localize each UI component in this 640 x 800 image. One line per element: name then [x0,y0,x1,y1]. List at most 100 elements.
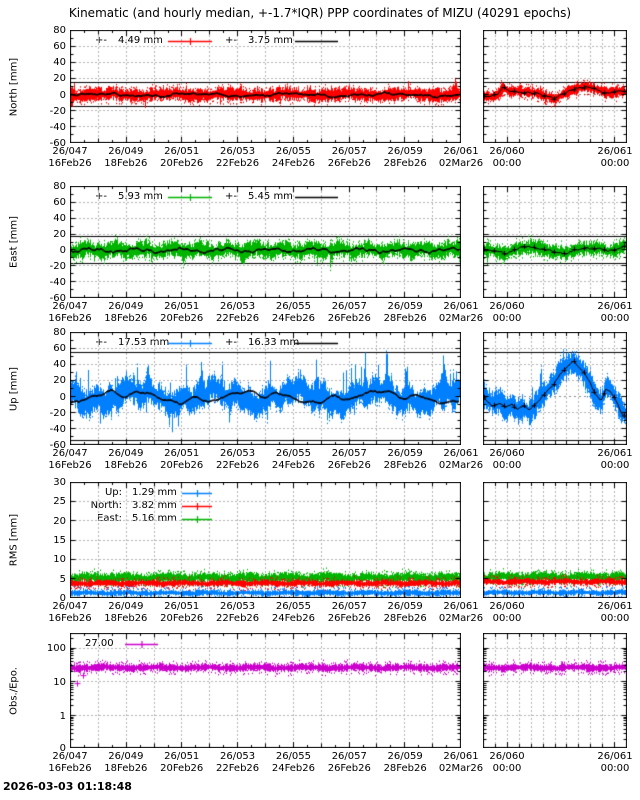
up-x-tick-date: 20Feb26 [160,460,204,471]
rms-zoom-plot [483,482,627,598]
up-y-tick-label: 0 [59,391,66,403]
north-x-tick-day-zoom: 26/060 [489,146,525,157]
east-x-tick-day: 26/057 [331,301,367,312]
north-zoom-plot [483,30,627,143]
rms-y-tick-label: 25 [53,496,66,508]
rms-x-tick-date: 28Feb26 [383,613,427,624]
east-axis-title: East [mm] [8,215,20,269]
north-x-tick-date: 20Feb26 [160,158,204,169]
rms-x-tick-day: 26/049 [108,601,144,612]
rms-x-tick-date: 26Feb26 [327,613,371,624]
up-x-tick-time-zoom: 00:00 [492,460,522,471]
up-x-tick-day: 26/057 [331,448,367,459]
up-y-tick-label: 20 [53,375,66,387]
rms-axis-title: RMS [mm] [8,513,20,567]
up-x-tick-day: 26/055 [275,448,312,459]
up-y-tick-label: -40 [49,423,66,435]
obs-x-tick-date: 16Feb26 [48,763,92,774]
east-y-tick-label: -20 [49,261,66,272]
east-y-tick-label: -60 [49,293,66,304]
east-x-tick-day-zoom: 26/061 [597,301,633,312]
obs-y-tick-label: 0 [59,743,66,754]
east-x-tick-day: 26/051 [164,301,200,312]
east-x-tick-date: 16Feb26 [48,313,92,324]
east-zoom-plot [483,186,627,298]
rms-y-tick-label: 15 [53,535,66,546]
east-x-tick-day: 26/047 [52,301,88,312]
east-y-tick-label: 20 [53,229,66,240]
up-axis-title: Up [mm] [8,366,20,411]
north-x-tick-time-zoom: 00:00 [600,158,630,169]
east-x-tick-date: 26Feb26 [327,313,371,324]
rms-x-tick-day: 26/057 [331,601,367,612]
obs-x-tick-day: 26/049 [108,751,144,762]
north-x-tick-date: 24Feb26 [271,158,315,169]
east-y-tick-label: 40 [53,213,66,224]
north-y-tick-label: -40 [49,121,66,133]
obs-axis-title: Obs./Epo. [8,666,20,715]
north-x-tick-day: 26/061 [443,146,479,157]
up-x-tick-date: 02Mar26 [438,460,484,471]
east-x-tick-day: 26/053 [219,301,256,312]
obs-x-tick-date: 02Mar26 [438,763,484,774]
east-x-tick-date: 24Feb26 [271,313,315,324]
up-x-tick-day: 26/053 [219,448,256,459]
north-x-tick-date: 02Mar26 [438,158,484,169]
up-x-tick-day: 26/059 [387,448,423,459]
obs-zoom-plot [483,633,627,748]
north-x-tick-day: 26/047 [52,146,88,157]
rms-x-tick-day-zoom: 26/060 [489,601,525,612]
north-x-tick-day: 26/055 [275,146,312,157]
east-x-tick-day: 26/055 [275,301,312,312]
obs-x-tick-date: 26Feb26 [327,763,371,774]
east-x-tick-day: 26/059 [387,301,423,312]
obs-y-tick-label: 100 [46,642,66,654]
north-x-tick-day: 26/059 [387,146,423,157]
obs-x-tick-date: 28Feb26 [383,763,427,774]
north-x-tick-date: 22Feb26 [215,158,260,169]
page-title: Kinematic (and hourly median, +-1.7*IQR)… [68,6,572,20]
east-x-tick-date: 02Mar26 [438,313,484,324]
up-x-tick-day-zoom: 26/061 [597,448,633,459]
north-main-plot [70,30,461,143]
obs-x-tick-day: 26/051 [164,751,200,762]
rms-x-tick-day: 26/053 [219,601,256,612]
obs-x-tick-time-zoom: 00:00 [600,763,630,774]
north-y-tick-label: 20 [53,73,66,85]
north-x-tick-day: 26/051 [164,146,200,157]
up-x-tick-date: 28Feb26 [383,460,427,471]
north-x-tick-time-zoom: 00:00 [492,158,522,169]
north-y-tick-label: -60 [49,138,66,149]
north-y-tick-label: 60 [53,41,66,53]
up-y-tick-label: -20 [49,407,66,419]
north-x-tick-date: 26Feb26 [327,158,371,169]
obs-x-tick-day: 26/053 [219,751,256,762]
obs-main-plot [70,633,461,748]
obs-x-tick-day: 26/047 [52,751,88,762]
rms-x-tick-day: 26/061 [443,601,479,612]
north-y-tick-label: 0 [59,89,66,101]
north-x-tick-day-zoom: 26/061 [597,146,633,157]
north-x-tick-day: 26/049 [108,146,144,157]
north-x-tick-date: 16Feb26 [48,158,92,169]
east-x-tick-day: 26/049 [108,301,144,312]
up-x-tick-date: 18Feb26 [104,460,148,471]
up-x-tick-day: 26/051 [164,448,200,459]
rms-main-plot [70,482,461,598]
up-x-tick-date: 22Feb26 [215,460,260,471]
rms-x-tick-day-zoom: 26/061 [597,601,633,612]
rms-y-tick-label: 20 [53,515,66,527]
up-y-tick-label: 40 [53,359,66,371]
north-y-tick-label: -20 [49,105,66,117]
up-x-tick-date: 24Feb26 [271,460,315,471]
obs-x-tick-date: 22Feb26 [215,763,260,774]
east-main-plot [70,186,461,298]
up-x-tick-day: 26/049 [108,448,144,459]
rms-y-tick-label: 0 [59,593,66,604]
rms-x-tick-day: 26/047 [52,601,88,612]
up-y-tick-label: 60 [53,343,66,355]
obs-x-tick-date: 18Feb26 [104,763,148,774]
north-x-tick-date: 18Feb26 [104,158,148,169]
north-x-tick-day: 26/057 [331,146,367,157]
